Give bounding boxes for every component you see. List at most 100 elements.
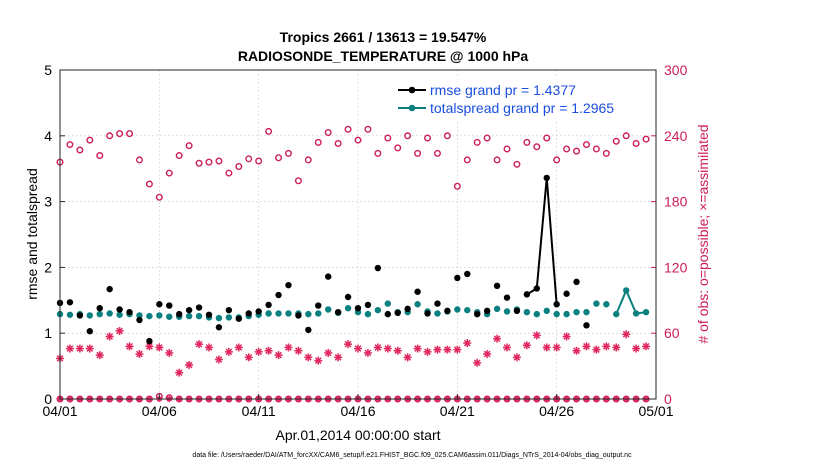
assimilated-stroke xyxy=(503,344,511,351)
totalspread-point xyxy=(325,306,332,313)
possible-point xyxy=(533,143,541,151)
rmse-point xyxy=(205,311,213,318)
possible-point xyxy=(66,141,74,149)
totalspread-point xyxy=(414,301,421,308)
possible-point xyxy=(612,137,620,145)
possible-point xyxy=(563,145,571,153)
possible-point xyxy=(443,132,451,140)
totalspread-point xyxy=(434,310,441,317)
legend-marker-totalspread xyxy=(408,104,416,112)
rmse-point xyxy=(384,310,391,318)
y-axis-label-left: rmse and totalspread xyxy=(24,168,40,300)
assimilated-point xyxy=(602,342,611,351)
assimilated-stroke xyxy=(632,345,640,352)
rmse-point xyxy=(523,291,531,298)
rmse-point xyxy=(285,281,292,289)
assimilated-point xyxy=(274,351,283,360)
totalspread-point xyxy=(623,287,630,294)
totalspread-point xyxy=(573,308,580,316)
possible-point xyxy=(334,139,342,147)
assimilated-stroke xyxy=(215,356,223,363)
possible-point xyxy=(195,159,203,167)
assimilated-stroke xyxy=(424,348,431,356)
possible-point xyxy=(622,132,630,140)
rmse-point xyxy=(146,337,153,345)
totalspread-point xyxy=(503,308,511,315)
totalspread-point xyxy=(225,314,233,321)
legend-label-rmse: rmse grand pr = 1.4377 xyxy=(430,82,576,98)
footer-data-file: data file: /Users/raeder/DAI/ATM_forcXX/… xyxy=(192,452,632,459)
legend-marker-rmse xyxy=(408,86,416,94)
rmse-point xyxy=(166,302,173,309)
y-tick-label-right: 0 xyxy=(664,391,672,407)
assimilated-stroke xyxy=(175,369,183,377)
rmse-point xyxy=(374,264,382,272)
assimilated-point xyxy=(642,342,651,351)
y-axis-label-right: # of obs: o=possible; ×=assimilated xyxy=(695,124,711,343)
possible-point xyxy=(374,149,382,157)
y-tick-label-left: 2 xyxy=(44,259,52,275)
totalspread-point xyxy=(563,310,570,318)
totalspread-point xyxy=(265,310,272,317)
totalspread-point xyxy=(593,300,600,307)
possible-point xyxy=(265,127,273,135)
totalspread-point xyxy=(642,308,650,316)
totalspread-point xyxy=(603,301,610,308)
y-tick-label-left: 1 xyxy=(44,325,52,341)
totalspread-point xyxy=(166,313,173,320)
assimilated-stroke xyxy=(483,350,491,358)
totalspread-point xyxy=(66,311,74,318)
assimilated-point xyxy=(334,353,343,362)
y-tick-label-right: 240 xyxy=(664,128,688,144)
assimilated-stroke xyxy=(354,345,362,352)
possible-point xyxy=(235,163,243,171)
possible-point xyxy=(284,149,292,157)
possible-point xyxy=(135,156,143,164)
totalspread-point xyxy=(344,304,352,312)
totalspread-point xyxy=(523,308,531,316)
possible-point xyxy=(364,125,372,133)
possible-point xyxy=(543,134,551,142)
possible-point xyxy=(314,138,322,146)
assimilated-point xyxy=(463,339,472,348)
rmse-point xyxy=(553,301,560,308)
assimilated-stroke xyxy=(374,344,382,351)
assimilated-point xyxy=(542,343,551,352)
possible-point xyxy=(215,157,223,165)
plot-frame xyxy=(59,69,657,400)
assimilated-stroke xyxy=(314,357,322,364)
assimilated-point xyxy=(284,343,293,352)
assimilated-stroke xyxy=(255,348,263,356)
totalspread-point xyxy=(384,300,391,307)
assimilated-stroke xyxy=(195,340,203,348)
assimilated-stroke xyxy=(205,344,213,351)
rmse-point xyxy=(364,301,372,309)
possible-point xyxy=(642,135,650,143)
assimilated-point xyxy=(363,348,372,357)
rmse-point xyxy=(225,306,233,314)
totalspread-point xyxy=(285,310,292,317)
assimilated-stroke xyxy=(543,344,551,351)
y-tick-label-left: 0 xyxy=(44,391,52,407)
possible-point xyxy=(394,144,402,152)
assimilated-stroke xyxy=(324,349,332,357)
assimilated-point xyxy=(95,351,104,360)
assimilated-stroke xyxy=(642,342,650,350)
assimilated-stroke xyxy=(414,345,421,352)
totalspread-point xyxy=(613,310,620,318)
assimilated-stroke xyxy=(245,353,253,361)
assimilated-point xyxy=(512,353,521,362)
assimilated-stroke xyxy=(602,342,610,350)
x-tick-label: 04/11 xyxy=(242,403,276,419)
assimilated-point xyxy=(85,344,94,353)
possible-point xyxy=(513,160,521,168)
rmse-point xyxy=(493,282,501,290)
y-tick-label-left: 5 xyxy=(44,62,52,78)
rmse-point xyxy=(156,301,163,308)
x-tick-label: 04/21 xyxy=(440,403,475,419)
totalspread-point xyxy=(583,308,590,316)
assimilated-point xyxy=(552,343,561,352)
assimilated-point xyxy=(493,334,502,343)
totalspread-point xyxy=(543,307,550,315)
chart-title-line1: Tropics 2661 / 13613 = 19.547% xyxy=(280,29,487,45)
